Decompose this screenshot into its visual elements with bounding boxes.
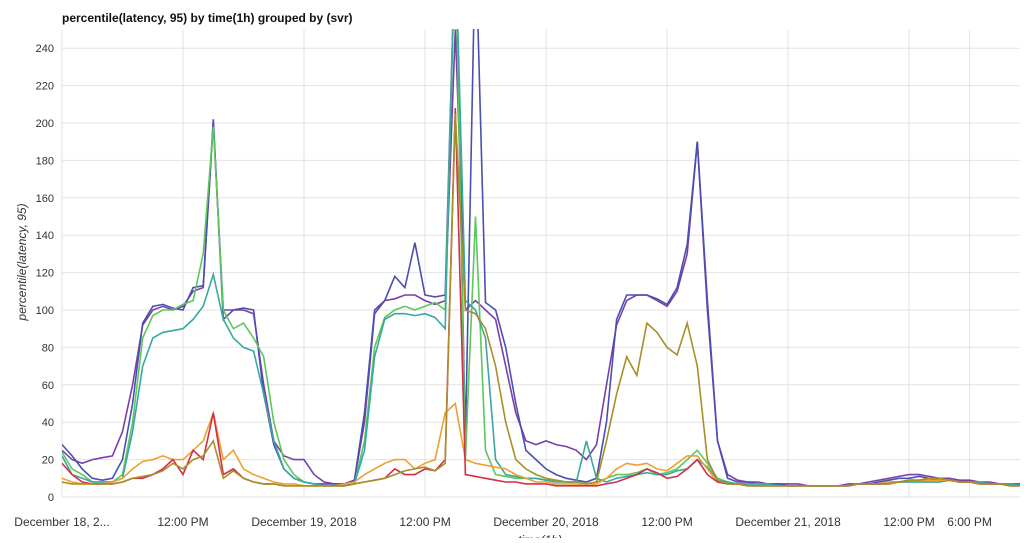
y-tick-label: 160 <box>36 193 54 205</box>
y-tick-label: 200 <box>36 118 54 130</box>
y-tick-label: 0 <box>48 492 54 504</box>
y-tick-label: 100 <box>36 305 54 317</box>
y-tick-label: 40 <box>42 417 54 429</box>
grid <box>61 29 1020 498</box>
x-tick-label: December 20, 2018 <box>493 515 599 529</box>
x-tick-label: 12:00 PM <box>883 515 934 529</box>
x-tick-label: 12:00 PM <box>641 515 692 529</box>
y-tick-label: 80 <box>42 342 54 354</box>
y-axis-label: percentile(latency, 95) <box>15 203 29 321</box>
y-tick-label: 20 <box>42 455 54 467</box>
x-tick-label: 12:00 PM <box>157 515 208 529</box>
x-tick-label: December 18, 2... <box>14 515 109 529</box>
y-tick-label: 120 <box>36 268 54 280</box>
plot-lines <box>62 29 1021 487</box>
y-tick-label: 220 <box>36 81 54 93</box>
x-axis-label: time(1h) <box>518 533 562 538</box>
series-line <box>62 113 1020 487</box>
x-tick-label: December 21, 2018 <box>735 515 841 529</box>
chart-title: percentile(latency, 95) by time(1h) grou… <box>62 11 353 25</box>
y-tick-label: 240 <box>36 43 54 55</box>
series-line <box>62 29 1021 487</box>
y-tick-label: 180 <box>36 155 54 167</box>
x-tick-label: December 19, 2018 <box>251 515 357 529</box>
x-tick-label: 6:00 PM <box>947 515 992 529</box>
y-tick-label: 60 <box>42 380 54 392</box>
y-tick-label: 140 <box>36 230 54 242</box>
x-tick-label: 12:00 PM <box>399 515 450 529</box>
